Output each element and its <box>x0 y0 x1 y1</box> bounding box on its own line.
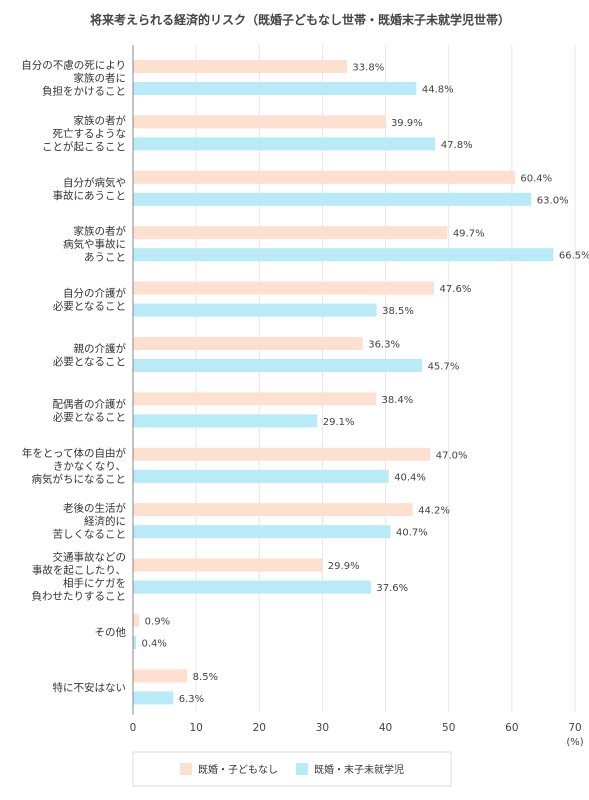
category-label: 病気や事故に <box>63 238 126 251</box>
category-label: 特に不安はない <box>53 681 127 694</box>
bar <box>133 303 377 317</box>
category-label: 交通事故などの <box>53 551 127 564</box>
category-label: 必要となること <box>53 355 126 368</box>
category-label: 経済的に <box>84 515 126 528</box>
bar <box>133 669 188 683</box>
value-label: 40.7% <box>396 528 428 539</box>
value-label: 60.4% <box>520 173 552 184</box>
legend: 既婚・子どもなし 既婚・末子未就学児 <box>132 751 452 787</box>
x-tick-label: 20 <box>253 722 266 734</box>
category-label: 負担をかけること <box>42 86 126 98</box>
category-label: 相手にケガを <box>63 577 126 590</box>
category-label: 苦しくなること <box>53 528 127 541</box>
bar <box>133 226 448 240</box>
bar <box>133 115 386 129</box>
category-label: 自分の介護が <box>63 287 126 300</box>
bar <box>133 525 391 539</box>
bar <box>133 469 389 483</box>
legend-label-1: 既婚・子どもなし <box>198 763 278 776</box>
category-label: あうこと <box>84 252 126 264</box>
category-label: 事故を起こしたり、 <box>32 564 126 577</box>
category-label: 事故にあうこと <box>53 189 127 202</box>
value-label: 8.5% <box>193 672 218 683</box>
value-label: 47.8% <box>441 140 473 151</box>
x-tick-label: 50 <box>442 722 455 734</box>
category-label: 自分の不慮の死により <box>21 59 126 72</box>
bar <box>133 60 347 73</box>
category-label: 年をとって体の自由が <box>22 446 127 459</box>
value-label: 47.6% <box>440 284 472 295</box>
bar <box>133 447 431 461</box>
bar <box>133 636 137 649</box>
bar <box>133 392 376 406</box>
value-label: 37.6% <box>376 583 408 594</box>
bar <box>133 503 413 517</box>
bars: 33.8% 44.8% 39.9% 47.8% 60.4% 63.0% 49.7% 66.5%… <box>133 60 589 705</box>
value-label: 6.3% <box>179 694 204 705</box>
value-label: 47.0% <box>436 450 468 461</box>
bar <box>133 281 435 295</box>
legend-swatch-1 <box>180 763 192 775</box>
x-tick-label: 10 <box>189 722 202 734</box>
category-label: 負わせたりすること <box>32 591 127 603</box>
category-label: 病気がちになること <box>32 472 127 485</box>
bar <box>133 558 323 572</box>
category-label: 家族の者が <box>74 225 127 238</box>
bar <box>133 614 140 627</box>
bar <box>133 337 363 350</box>
bar <box>133 137 436 151</box>
value-label: 49.7% <box>453 229 485 240</box>
value-label: 36.3% <box>368 340 400 351</box>
value-label: 40.4% <box>394 472 426 483</box>
x-axis: 0 10 20 30 40 50 60 70 (%) <box>130 45 584 748</box>
category-label: 死亡するような <box>53 127 127 140</box>
value-label: 44.2% <box>418 506 450 517</box>
x-tick-label: 40 <box>379 722 392 734</box>
value-label: 33.8% <box>352 63 384 74</box>
category-label: 必要となること <box>53 300 126 313</box>
bar <box>133 580 371 594</box>
bar <box>133 82 417 95</box>
bar <box>133 170 515 184</box>
category-labels: 自分の不慮の死により家族の者に負担をかけること家族の者が死亡するようなことが起こ… <box>21 59 126 694</box>
category-label: 家族の者が <box>74 114 127 127</box>
bar <box>133 414 318 428</box>
category-label: 配偶者の介護が <box>53 397 127 410</box>
x-tick-label: 70 <box>568 722 581 734</box>
legend-label-2: 既婚・末子未就学児 <box>314 763 404 776</box>
x-tick-label: 30 <box>316 722 329 734</box>
value-label: 38.4% <box>381 395 413 406</box>
value-label: 39.9% <box>391 118 423 129</box>
x-tick-label: 0 <box>130 722 137 734</box>
bar <box>133 359 423 372</box>
category-label: 自分が病気や <box>63 176 126 189</box>
value-label: 29.1% <box>323 417 355 428</box>
value-label: 63.0% <box>537 195 569 206</box>
category-label: きかなくなり、 <box>53 460 126 472</box>
value-label: 45.7% <box>428 362 460 373</box>
category-label: 必要となること <box>53 410 126 423</box>
bar <box>133 691 174 705</box>
category-label: その他 <box>95 626 127 639</box>
value-label: 29.9% <box>328 561 360 572</box>
value-label: 0.9% <box>145 617 170 628</box>
category-label: 親の介護が <box>74 342 127 355</box>
category-label: ことが起こること <box>42 140 126 153</box>
x-tick-label: 60 <box>505 722 518 734</box>
category-label: 老後の生活が <box>63 502 126 515</box>
value-label: 44.8% <box>422 85 454 96</box>
value-label: 0.4% <box>142 639 167 650</box>
bar <box>133 248 554 262</box>
grid <box>195 45 576 712</box>
value-label: 38.5% <box>382 306 414 317</box>
x-axis-unit: (%) <box>566 737 583 748</box>
value-label: 66.5% <box>559 251 589 262</box>
bar <box>133 192 532 206</box>
chart-title: 将来考えられる経済的リスク（既婚子どもなし世帯・既婚末子未就学児世帯） <box>90 12 510 27</box>
legend-swatch-2 <box>296 763 308 775</box>
category-label: 家族の者に <box>74 72 127 85</box>
